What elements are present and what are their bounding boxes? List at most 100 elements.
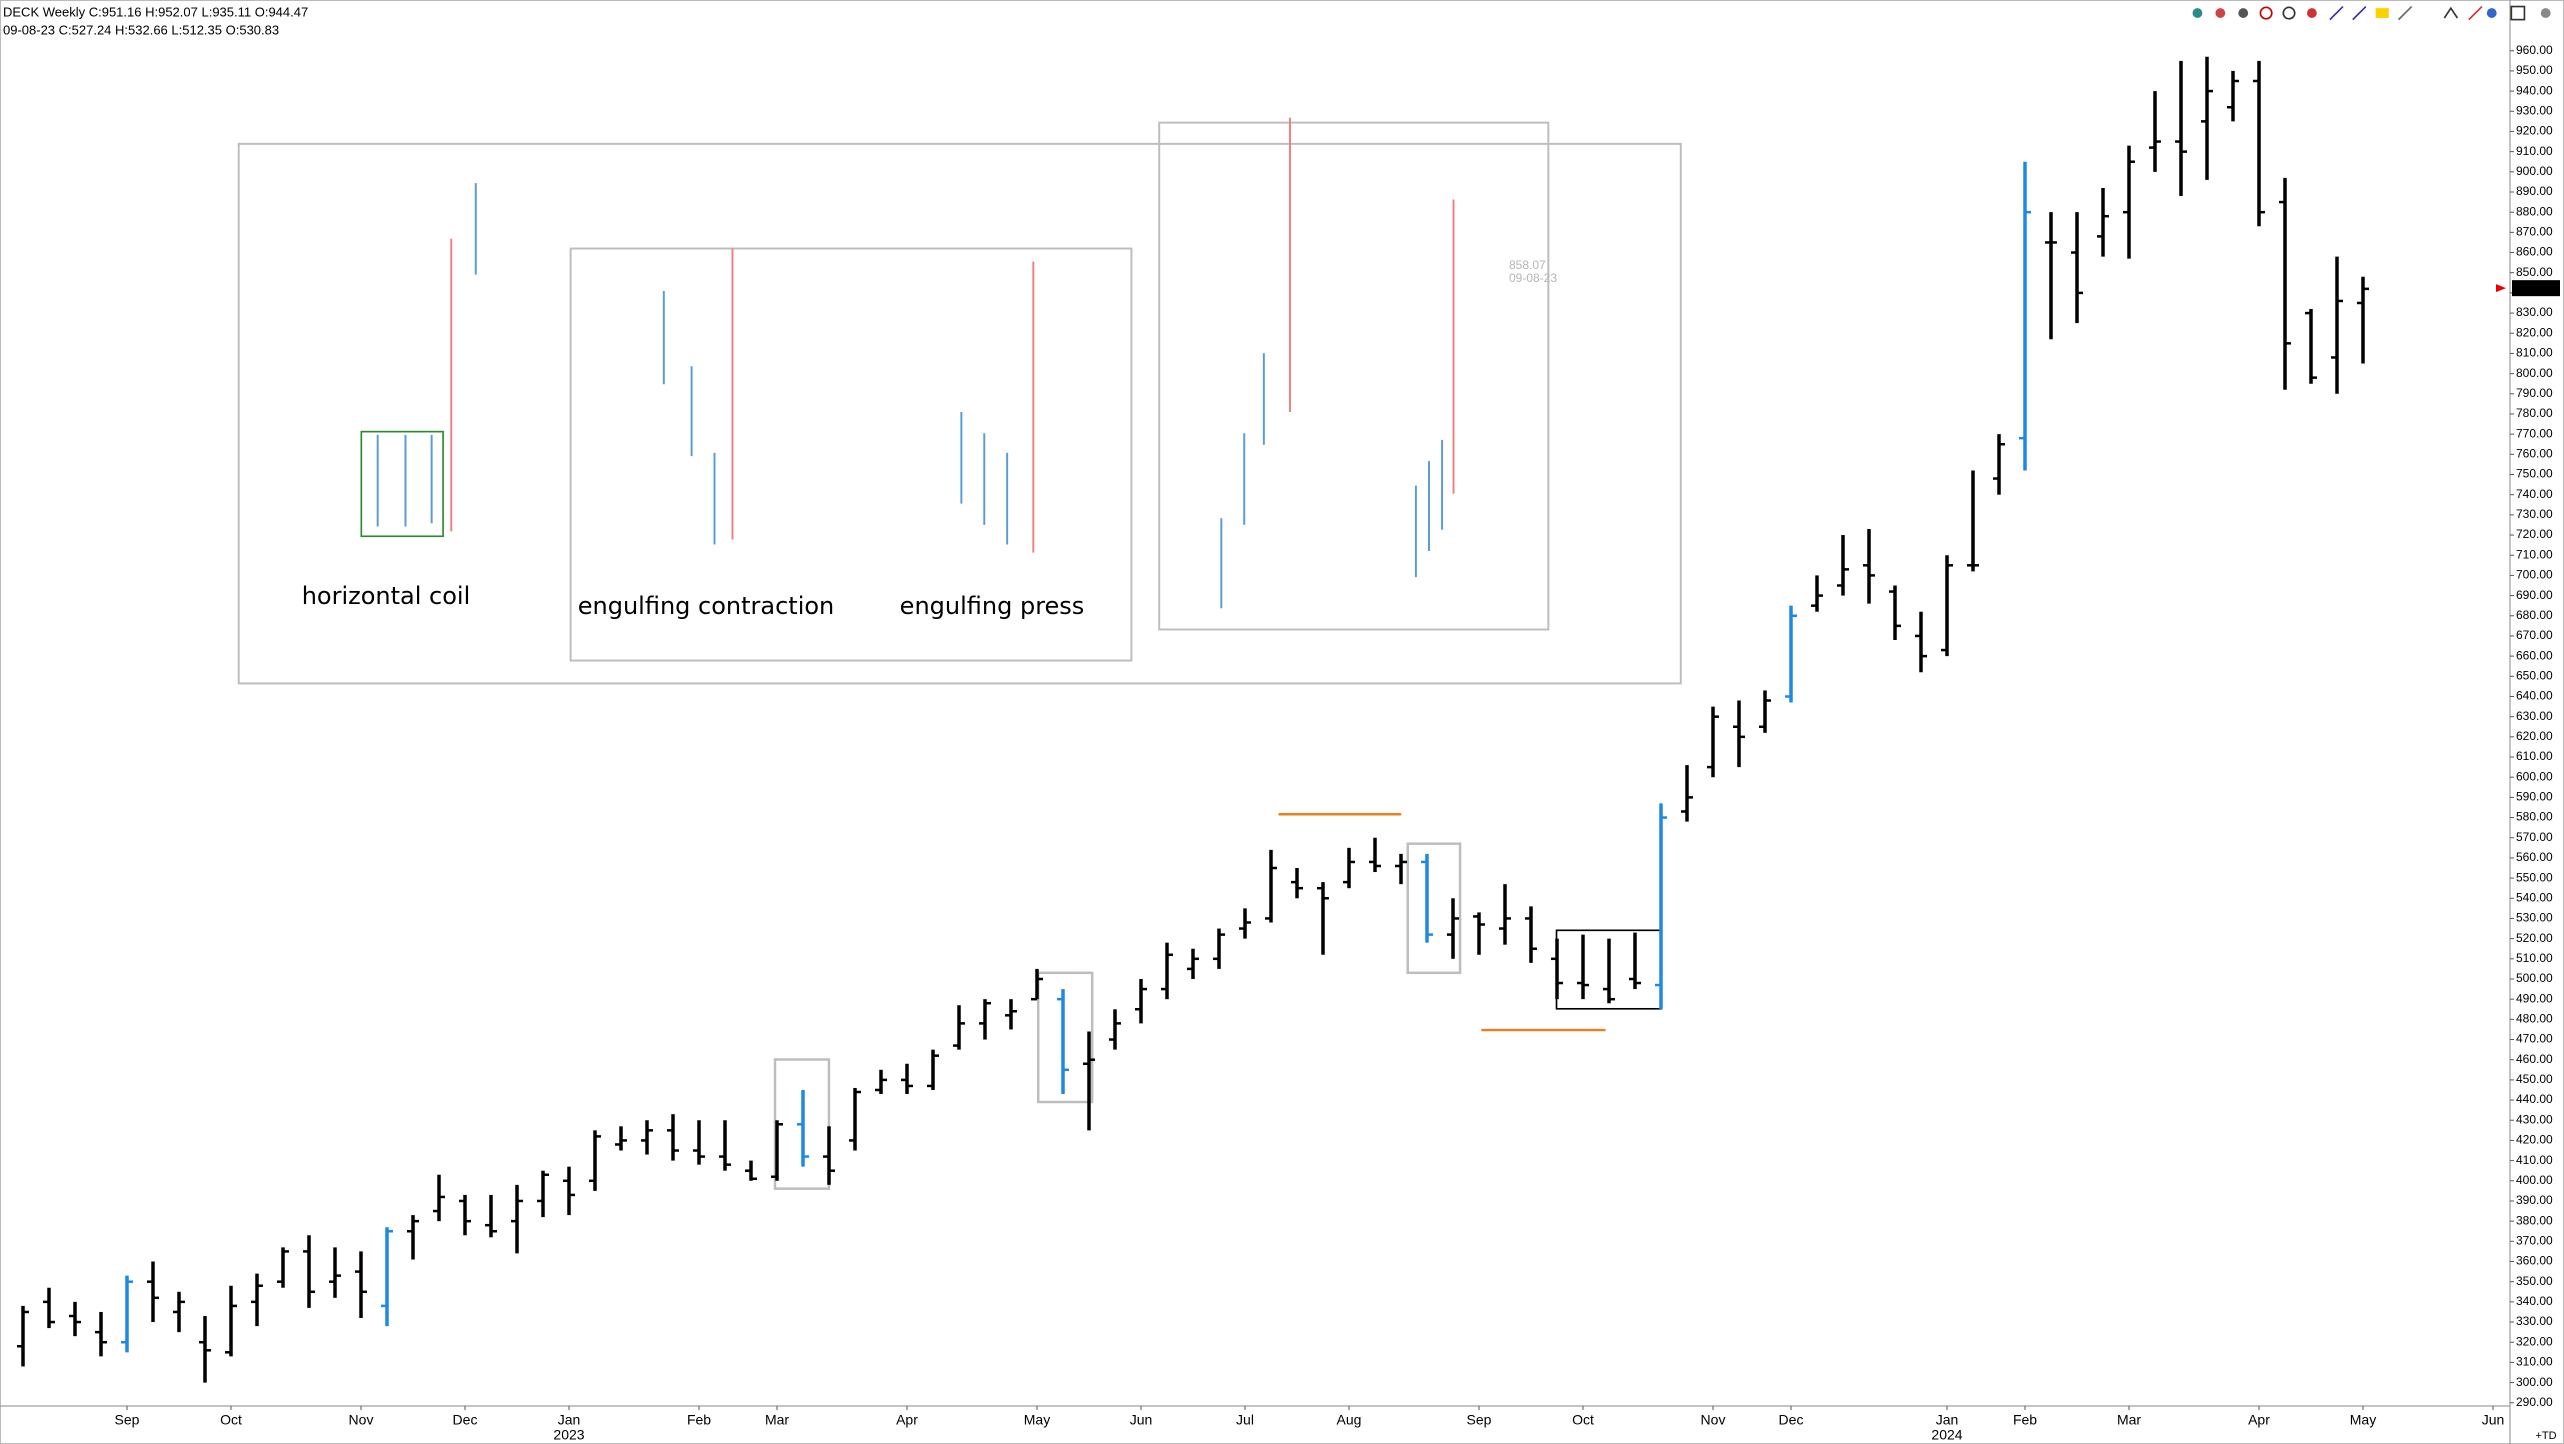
y-tick-label: 490.00	[2516, 991, 2553, 1005]
y-tick-label: 580.00	[2516, 810, 2553, 824]
y-tick-label: 860.00	[2516, 245, 2553, 259]
y-tick-label: 480.00	[2516, 1012, 2553, 1026]
y-tick-label: 390.00	[2516, 1193, 2553, 1207]
drawings	[237, 5, 2551, 1190]
y-tick-label: 570.00	[2516, 830, 2553, 844]
y-tick-label: 950.00	[2516, 63, 2553, 77]
x-tick-label: Sep	[115, 1412, 140, 1428]
y-tick-label: 600.00	[2516, 769, 2553, 783]
y-tick-label: 740.00	[2516, 487, 2553, 501]
y-tick-label: 690.00	[2516, 588, 2553, 602]
y-tick-label: 750.00	[2516, 467, 2553, 481]
y-tick-label: 520.00	[2516, 931, 2553, 945]
y-tick-label: 760.00	[2516, 446, 2553, 460]
pattern-label: engulfing press	[900, 592, 1085, 620]
y-tick-label: 710.00	[2516, 547, 2553, 561]
y-tick-label: 670.00	[2516, 628, 2553, 642]
y-tick-label: 550.00	[2516, 870, 2553, 884]
highlight-box	[1406, 842, 1462, 975]
highlight-box	[773, 1058, 831, 1190]
y-tick-label: 730.00	[2516, 507, 2553, 521]
last-price-label: 842.34	[2515, 280, 2552, 294]
x-tick-label: Jan	[558, 1412, 581, 1428]
y-tick-label: 820.00	[2516, 325, 2553, 339]
x-tick-label: Oct	[1572, 1412, 1594, 1428]
y-tick-label: 340.00	[2516, 1294, 2553, 1308]
y-tick-label: 800.00	[2516, 366, 2553, 380]
y-tick-label: 450.00	[2516, 1072, 2553, 1086]
y-tick-label: 910.00	[2516, 144, 2553, 158]
y-tick-label: 470.00	[2516, 1032, 2553, 1046]
y-tick-label: 700.00	[2516, 568, 2553, 582]
x-tick-label: Nov	[1701, 1412, 1726, 1428]
y-tick-label: 770.00	[2516, 426, 2553, 440]
chart-title: DECK Weekly C:951.16 H:952.07 L:935.11 O…	[3, 4, 308, 19]
y-tick-label: 500.00	[2516, 971, 2553, 985]
y-tick-label: 330.00	[2516, 1314, 2553, 1328]
corner-label: +TD	[2535, 1430, 2556, 1442]
y-tick-label: 780.00	[2516, 406, 2553, 420]
y-tick-label: 810.00	[2516, 346, 2553, 360]
y-tick-label: 410.00	[2516, 1153, 2553, 1167]
x-tick-label: Feb	[687, 1412, 711, 1428]
y-tick-label: 830.00	[2516, 305, 2553, 319]
x-year-label: 2024	[1931, 1427, 1962, 1443]
y-tick-label: 900.00	[2516, 164, 2553, 178]
y-tick-label: 360.00	[2516, 1254, 2553, 1268]
y-tick-label: 530.00	[2516, 911, 2553, 925]
y-tick-label: 790.00	[2516, 386, 2553, 400]
y-tick-label: 850.00	[2516, 265, 2553, 279]
annotation: 858.07	[1509, 258, 1546, 272]
y-tick-label: 610.00	[2516, 749, 2553, 763]
y-tick-label: 940.00	[2516, 83, 2553, 97]
x-tick-label: Feb	[2013, 1412, 2037, 1428]
y-tick-label: 650.00	[2516, 668, 2553, 682]
y-tick-label: 630.00	[2516, 709, 2553, 723]
x-tick-label: Apr	[2248, 1412, 2270, 1428]
highlight-box	[1036, 971, 1094, 1104]
y-tick-label: 590.00	[2516, 790, 2553, 804]
x-tick-label: Aug	[1337, 1412, 1362, 1428]
y-tick-label: 310.00	[2516, 1355, 2553, 1369]
y-tick-label: 660.00	[2516, 648, 2553, 662]
y-tick-label: 440.00	[2516, 1092, 2553, 1106]
annotation-box	[237, 142, 1682, 685]
y-tick-label: 350.00	[2516, 1274, 2553, 1288]
y-tick-label: 880.00	[2516, 204, 2553, 218]
y-tick-label: 370.00	[2516, 1233, 2553, 1247]
y-tick-label: 560.00	[2516, 850, 2553, 864]
y-tick-label: 290.00	[2516, 1395, 2553, 1409]
x-tick-label: Mar	[2117, 1412, 2141, 1428]
y-tick-label: 890.00	[2516, 184, 2553, 198]
x-tick-label: Jun	[2482, 1412, 2505, 1428]
x-tick-label: Sep	[1467, 1412, 1492, 1428]
x-tick-label: Apr	[896, 1412, 918, 1428]
y-tick-label: 870.00	[2516, 225, 2553, 239]
y-tick-label: 640.00	[2516, 689, 2553, 703]
x-tick-label: Jun	[1130, 1412, 1153, 1428]
last-price-arrow	[2496, 284, 2506, 293]
y-tick-label: 510.00	[2516, 951, 2553, 965]
annotation-box	[1158, 121, 1550, 631]
y-tick-label: 380.00	[2516, 1213, 2553, 1227]
x-year-label: 2023	[553, 1427, 584, 1443]
pattern-sketch	[376, 117, 1455, 609]
y-tick-label: 960.00	[2516, 43, 2553, 57]
y-tick-label: 460.00	[2516, 1052, 2553, 1066]
pattern-label: engulfing contraction	[578, 592, 835, 620]
x-tick-label: May	[2350, 1412, 2376, 1428]
annotation-box	[569, 247, 1133, 662]
x-tick-label: Jan	[1936, 1412, 1959, 1428]
annotation: 09-08-23	[1509, 271, 1557, 285]
x-tick-label: Dec	[1779, 1412, 1804, 1428]
y-tick-label: 680.00	[2516, 608, 2553, 622]
coil-box	[360, 430, 444, 538]
y-tick-label: 420.00	[2516, 1133, 2553, 1147]
last-price-tag	[2512, 280, 2560, 297]
y-tick-label: 920.00	[2516, 124, 2553, 138]
y-tick-label: 620.00	[2516, 729, 2553, 743]
y-tick-label: 400.00	[2516, 1173, 2553, 1187]
pattern-label: horizontal coil	[302, 582, 471, 610]
y-tick-label: 540.00	[2516, 890, 2553, 904]
